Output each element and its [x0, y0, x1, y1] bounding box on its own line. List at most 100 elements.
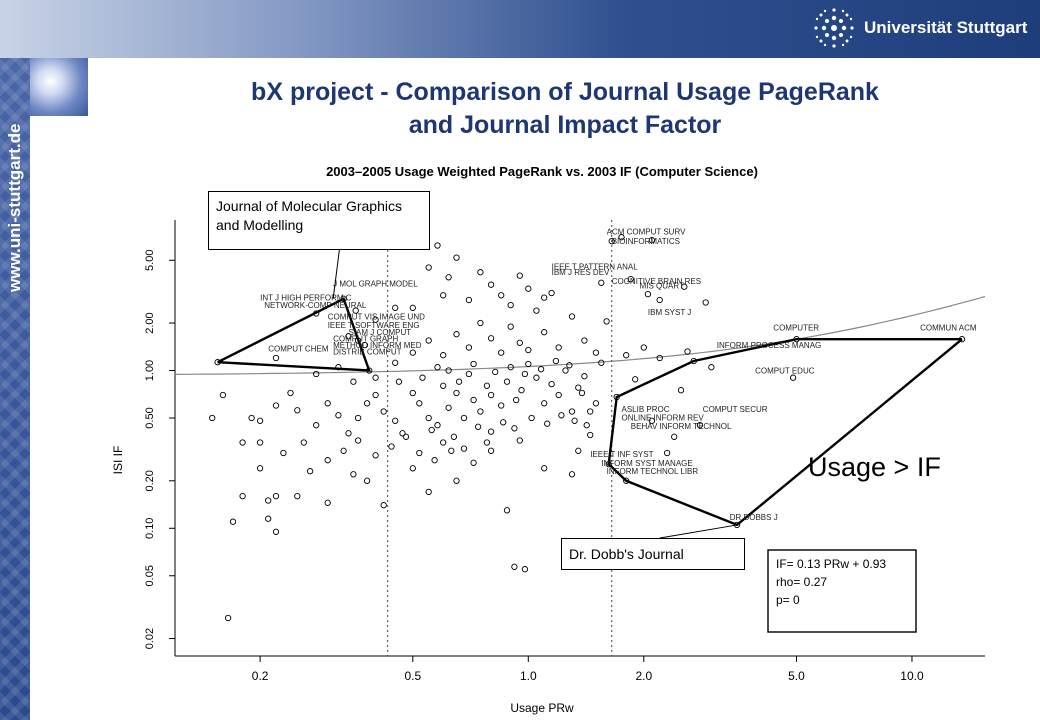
scatter-point: [239, 492, 246, 500]
scatter-point: [487, 335, 495, 342]
scatter-point: [313, 370, 320, 378]
scatter-point: [702, 299, 709, 306]
scatter-point: [229, 518, 237, 525]
journal-label: IEEE T INF SYST: [590, 450, 653, 459]
scatter-point: [465, 370, 473, 378]
scatter-point: [445, 404, 452, 411]
scatter-point: [354, 414, 362, 422]
scatter-point: [465, 296, 473, 304]
scatter-point: [455, 378, 463, 385]
scatter-point: [445, 274, 452, 281]
usage-gt-if-label: Usage > IF: [808, 452, 941, 482]
scatter-point: [571, 417, 578, 424]
scatter-point: [434, 364, 441, 371]
scatter-point: [416, 400, 423, 407]
scatter-point: [592, 349, 600, 356]
scatter-point: [663, 449, 671, 457]
scatter-point: [324, 457, 331, 464]
callout-journal-molecular: Journal of Molecular Graphics and Modell…: [208, 191, 430, 250]
scatter-point: [555, 344, 562, 351]
y-tick-label: 0.05: [144, 565, 156, 586]
scatter-point: [380, 408, 387, 415]
scatter-point: [434, 242, 441, 249]
scatter-point: [503, 378, 511, 385]
plot-frame: [174, 220, 985, 657]
scatter-point: [592, 400, 600, 407]
scatter-point: [363, 400, 371, 407]
journal-label: NETWORK-COMP NEURAL: [264, 301, 367, 310]
scatter-point: [350, 378, 357, 385]
scatter-point: [498, 349, 505, 356]
scatter-point: [598, 359, 605, 366]
y-tick-label: 0.10: [144, 518, 156, 539]
scatter-point: [219, 391, 227, 399]
scatter-point: [340, 447, 347, 454]
scatter-point: [313, 422, 320, 429]
scatter-point: [605, 460, 612, 468]
scatter-point: [354, 337, 362, 344]
scatter-point: [380, 502, 387, 509]
scatter-point: [656, 354, 663, 362]
scatter-point: [552, 357, 560, 365]
scatter-point: [533, 307, 540, 314]
scatter-point: [477, 319, 484, 327]
y-axis-label: ISI IF: [111, 446, 125, 475]
scatter-point: [583, 422, 590, 429]
scatter-point: [627, 275, 634, 283]
scatter-point: [656, 296, 663, 304]
scatter-point: [445, 367, 452, 374]
scatter-point: [453, 389, 460, 397]
journal-label: INFORM TECHNOL LIBR: [607, 467, 699, 476]
scatter-point: [440, 352, 447, 359]
legend-line: IF= 0.13 PRw + 0.93: [776, 557, 886, 571]
scatter-point: [345, 333, 352, 340]
scatter-point: [500, 419, 507, 426]
chart-axes: 0.2 0.5 1.0 2.0 5.0 10.0 0.02 0.05 0.10 0.20 0.50 1…: [144, 250, 924, 683]
journal-label: IEEE T PATTERN ANAL: [552, 263, 639, 272]
scatter-point: [366, 367, 373, 374]
scatter-point: [575, 384, 582, 391]
scatter-point: [677, 387, 685, 394]
scatter-point: [372, 391, 379, 399]
journal-label: BIOINFORMATICS: [612, 237, 680, 246]
scatter-point: [613, 393, 620, 401]
scatter-point: [555, 391, 562, 399]
scatter-point: [477, 408, 484, 415]
journal-label: INFORM SYST MANAGE: [601, 459, 692, 468]
sidebar-url[interactable]: www.uni-stuttgart.de: [5, 123, 24, 292]
scatter-point: [256, 439, 264, 446]
scatter-point: [440, 439, 447, 446]
university-logo[interactable]: Universität Stuttgart: [812, 6, 1027, 50]
scatter-chart: 2003–2005 Usage Weighted PageRank vs. 20…: [100, 158, 985, 720]
scatter-point: [470, 396, 477, 404]
scatter-point: [632, 376, 639, 383]
journal-label: ACM COMPUT SURV: [607, 228, 686, 237]
scatter-point: [623, 477, 630, 484]
scatter-point: [541, 465, 548, 472]
journal-label: COMPUT VIS IMAGE UND: [328, 313, 425, 322]
scatter-point: [248, 414, 255, 422]
scatter-point: [395, 378, 403, 385]
legend-line: p= 0: [776, 593, 800, 607]
y-tick-label: 0.02: [144, 628, 156, 649]
scatter-point: [272, 402, 280, 409]
scatter-point: [487, 428, 495, 435]
journal-label: COMMUN ACM: [920, 323, 977, 332]
scatter-point: [474, 423, 482, 430]
scatter-point: [541, 294, 548, 301]
scatter-point: [487, 447, 495, 454]
scatter-point: [516, 339, 523, 346]
journal-label: COMPUT SECUR: [703, 405, 768, 414]
scatter-point: [300, 439, 307, 446]
scatter-point: [306, 468, 314, 475]
scatter-point: [492, 368, 499, 376]
scatter-point: [562, 367, 569, 374]
scatter-point: [428, 426, 435, 434]
slide-title-line1: bX project - Comparison of Journal Usage…: [251, 78, 879, 106]
scatter-point: [483, 382, 491, 389]
hull-polygons: [217, 297, 963, 527]
scatter-point: [448, 447, 455, 454]
chart-title: 2003–2005 Usage Weighted PageRank vs. 20…: [326, 164, 758, 179]
scatter-point: [684, 348, 691, 355]
x-tick-label: 10.0: [900, 669, 924, 683]
